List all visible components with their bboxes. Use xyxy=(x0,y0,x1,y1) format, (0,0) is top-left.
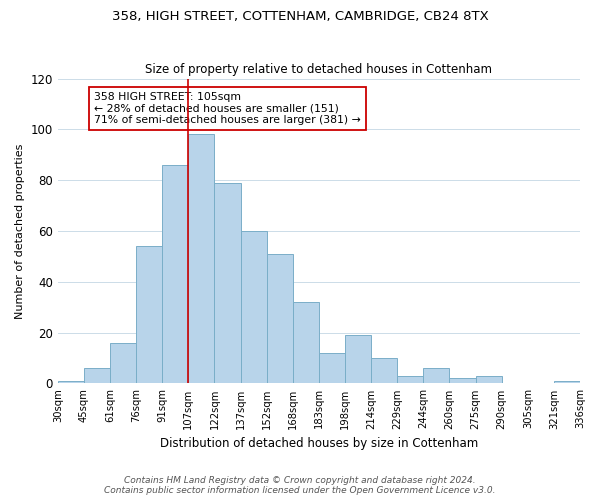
Bar xyxy=(476,376,502,384)
Text: 358, HIGH STREET, COTTENHAM, CAMBRIDGE, CB24 8TX: 358, HIGH STREET, COTTENHAM, CAMBRIDGE, … xyxy=(112,10,488,23)
Bar xyxy=(214,182,241,384)
Bar xyxy=(397,376,424,384)
Bar xyxy=(424,368,449,384)
Bar xyxy=(84,368,110,384)
Bar xyxy=(58,381,84,384)
X-axis label: Distribution of detached houses by size in Cottenham: Distribution of detached houses by size … xyxy=(160,437,478,450)
Bar xyxy=(110,343,136,384)
Title: Size of property relative to detached houses in Cottenham: Size of property relative to detached ho… xyxy=(145,63,493,76)
Bar xyxy=(293,302,319,384)
Bar xyxy=(162,165,188,384)
Bar xyxy=(136,246,162,384)
Bar xyxy=(241,231,266,384)
Bar xyxy=(371,358,397,384)
Bar xyxy=(449,378,476,384)
Text: 358 HIGH STREET: 105sqm
← 28% of detached houses are smaller (151)
71% of semi-d: 358 HIGH STREET: 105sqm ← 28% of detache… xyxy=(94,92,361,126)
Bar xyxy=(188,134,214,384)
Bar xyxy=(266,254,293,384)
Bar xyxy=(345,335,371,384)
Y-axis label: Number of detached properties: Number of detached properties xyxy=(15,144,25,318)
Text: Contains HM Land Registry data © Crown copyright and database right 2024.
Contai: Contains HM Land Registry data © Crown c… xyxy=(104,476,496,495)
Bar xyxy=(319,353,345,384)
Bar xyxy=(554,381,580,384)
